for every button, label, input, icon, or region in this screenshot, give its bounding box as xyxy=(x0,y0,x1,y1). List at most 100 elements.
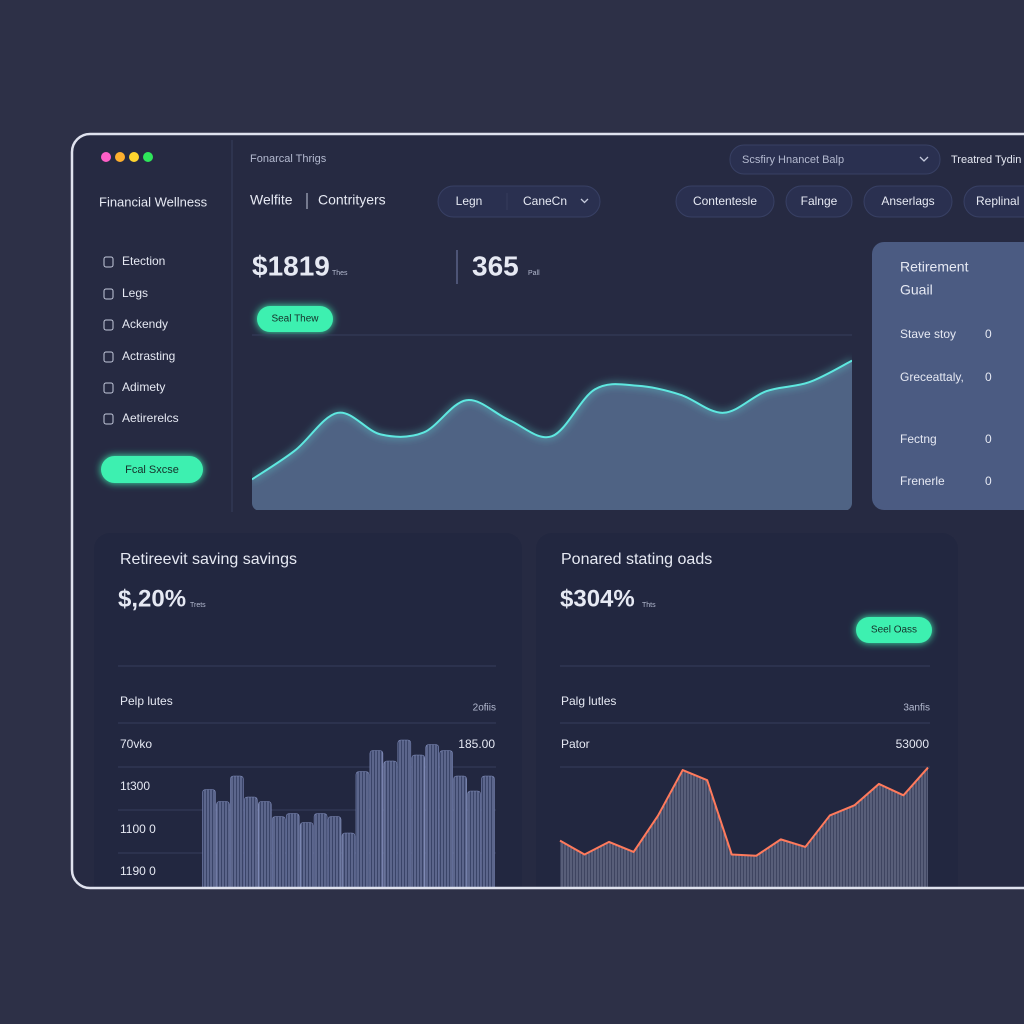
row-value: 53000 xyxy=(896,737,930,751)
goal-row-value: 0 xyxy=(985,370,992,384)
bar xyxy=(425,744,439,888)
dropdown[interactable] xyxy=(729,144,941,175)
bar xyxy=(453,775,467,888)
bar xyxy=(397,739,412,888)
bar xyxy=(202,789,216,888)
bar xyxy=(313,813,328,888)
card-value: $304% xyxy=(560,585,635,612)
sidebar-nav: Etection Legs Ackendy Actrasting Adimety Aeti… xyxy=(103,254,179,425)
sidebar-button-label: Fcal Sxcse xyxy=(125,464,179,476)
card-subtitle: Pelp lutes xyxy=(120,694,173,708)
trend-chart xyxy=(252,359,852,510)
nav-icon xyxy=(103,382,114,394)
bar xyxy=(481,775,495,888)
nav-item[interactable]: Etection xyxy=(122,254,165,268)
row-label: 70vko xyxy=(120,737,152,751)
nav-item[interactable]: Legs xyxy=(122,286,148,300)
goal-row-value: 0 xyxy=(985,327,992,341)
nav-item[interactable]: Actrasting xyxy=(122,349,175,363)
stats-button-label: Seal Thew xyxy=(271,314,319,325)
goal-card xyxy=(872,242,1024,510)
row-label: 1100 0 xyxy=(120,822,156,836)
pill-label: CaneCn xyxy=(523,194,567,208)
bar xyxy=(285,813,300,888)
stat-unit: Pall xyxy=(528,270,540,277)
stat-value: 365 xyxy=(472,250,519,281)
filter-pill[interactable] xyxy=(785,185,853,218)
bar xyxy=(327,816,342,888)
bar xyxy=(355,771,370,888)
card-unit: Trets xyxy=(190,602,206,609)
stat-unit: Thes xyxy=(332,270,348,277)
filter-pill[interactable] xyxy=(675,185,775,218)
area-fill xyxy=(252,360,852,510)
goal-rows: Stave stoy 0 Greceattaly, 0 Fectng 0 Frenerle 0 xyxy=(900,327,992,488)
filter-pill[interactable] xyxy=(863,185,953,218)
bar xyxy=(467,790,481,888)
bar xyxy=(271,816,286,888)
row-label: Pator xyxy=(561,737,590,751)
bar xyxy=(244,796,258,888)
nav-item[interactable]: Ackendy xyxy=(122,317,168,331)
user-name[interactable]: Treatred Tydin xyxy=(951,154,1021,166)
filter-label: Replinal xyxy=(976,194,1019,208)
goal-row-label: Fectng xyxy=(900,432,937,446)
bar xyxy=(439,750,453,888)
bar xyxy=(383,760,398,888)
nav-item[interactable]: Adimety xyxy=(122,380,165,394)
pill-chevron xyxy=(580,198,589,204)
breadcrumb: Fonarcal Thrigs xyxy=(250,153,327,165)
window-dot[interactable] xyxy=(129,152,139,162)
line-fill xyxy=(560,767,928,888)
card-title: Retireevit saving savings xyxy=(120,551,297,568)
nav-icon xyxy=(103,319,114,331)
filter-label: Anserlags xyxy=(881,194,934,208)
trend-plot xyxy=(252,359,852,510)
row-label: 1t300 xyxy=(120,779,150,793)
goal-row-label: Frenerle xyxy=(900,474,945,488)
bar-chart xyxy=(202,739,495,888)
filter-pill[interactable] xyxy=(963,185,1024,218)
card-button[interactable] xyxy=(856,617,932,643)
goal-title: Retirement xyxy=(900,259,969,275)
bar xyxy=(216,801,230,888)
pill-group[interactable] xyxy=(437,185,601,218)
pill-label: Legn xyxy=(456,194,483,208)
nav-icon xyxy=(103,256,114,268)
goal-row-label: Greceattaly, xyxy=(900,370,964,384)
card-legend: 2ofiis xyxy=(473,703,496,714)
line-chart xyxy=(559,766,929,888)
bar xyxy=(369,750,384,888)
dropdown-label: Scsfiry Hnancet Balp xyxy=(742,154,844,166)
card-value: $,20% xyxy=(118,585,186,612)
goal-row-label: Stave stoy xyxy=(900,327,956,341)
stats-button[interactable] xyxy=(257,306,333,332)
bar xyxy=(299,822,314,888)
card-button-label: Seel Oass xyxy=(871,625,917,636)
dropdown-chevron xyxy=(919,156,929,162)
tab[interactable]: Welfite xyxy=(250,192,293,208)
window-border xyxy=(70,132,1024,890)
stat-value: $1819 xyxy=(252,250,330,281)
nav-icon xyxy=(103,288,114,300)
window-dot[interactable] xyxy=(115,152,125,162)
sidebar-button[interactable] xyxy=(101,456,203,483)
line-stroke xyxy=(559,766,929,857)
window-dot[interactable] xyxy=(101,152,111,162)
bar xyxy=(411,754,426,888)
filter-pills: Contentesle Falnge Anserlags Replinal xyxy=(675,185,1024,218)
nav-item[interactable]: Aetirerelcs xyxy=(122,411,179,425)
card-legend: 3anfis xyxy=(903,703,930,714)
goal-title: Guail xyxy=(900,282,933,298)
window-dot[interactable] xyxy=(143,152,153,162)
sidebar-title: Financial Wellness xyxy=(99,194,208,209)
area-line xyxy=(252,359,852,481)
tab[interactable]: Contrityers xyxy=(318,192,386,208)
bar xyxy=(341,832,356,888)
bar xyxy=(230,775,244,888)
goal-row-value: 0 xyxy=(985,474,992,488)
card-title: Ponared stating oads xyxy=(561,551,712,568)
